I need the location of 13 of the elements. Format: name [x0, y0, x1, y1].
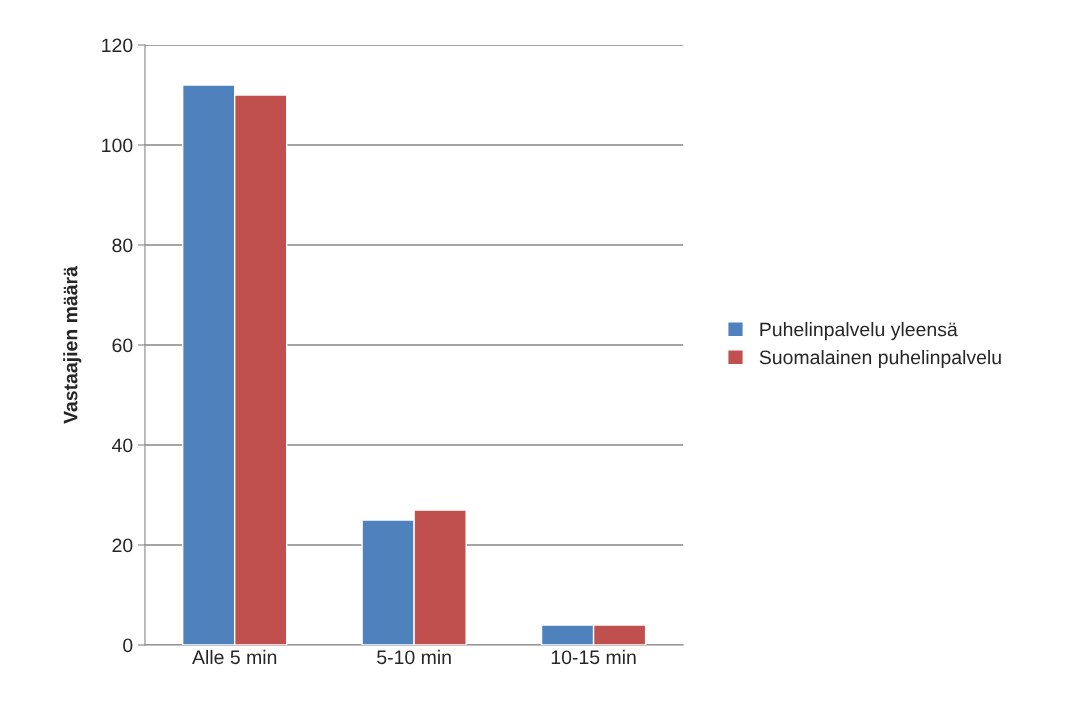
x-tick-label: 5-10 min [377, 649, 451, 665]
legend-label: Puhelinpalvelu yleensä [760, 322, 958, 341]
y-axis-title: Vastaajien määrä [63, 266, 82, 424]
y-tick-label: 0 [123, 638, 133, 653]
y-tick-label: 40 [111, 438, 133, 453]
x-tick-label: 10-15 min [551, 649, 636, 665]
y-tick-label: 100 [102, 138, 133, 153]
legend-label: Suomalainen puhelinpalvelu [759, 349, 1001, 369]
y-tick-label: 120 [102, 38, 133, 53]
y-tick-label: 20 [112, 538, 133, 553]
x-tick-label: Alle 5 min [192, 649, 277, 665]
y-tick-label: 80 [112, 238, 133, 253]
y-tick-label: 60 [112, 338, 133, 353]
